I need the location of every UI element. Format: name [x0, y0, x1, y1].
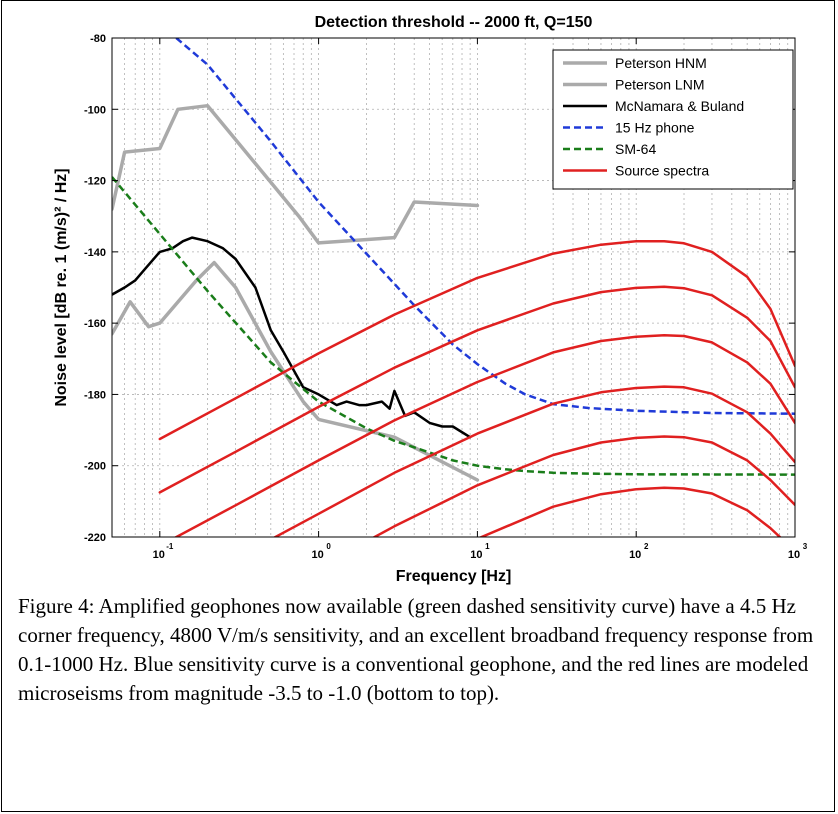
legend-label: SM-64	[615, 141, 656, 157]
x-tick-label: 10	[153, 549, 165, 561]
x-tick-exponent: 3	[803, 542, 808, 551]
mcnamara-buland-series-2	[112, 236, 472, 439]
legend-label: McNamara & Buland	[615, 98, 744, 114]
legend-label: Peterson HNM	[615, 55, 707, 71]
y-tick-label: -180	[84, 389, 106, 401]
chart-title: Detection threshold -- 2000 ft, Q=150	[315, 14, 593, 31]
source-spectrum-series-6	[158, 285, 795, 494]
y-tick-label: -220	[84, 532, 106, 544]
chart: -80-100-120-140-160-180-200-22010-110010…	[53, 14, 808, 592]
x-tick-exponent: -1	[166, 542, 174, 551]
axis-ticks: -80-100-120-140-160-180-200-22010-110010…	[84, 33, 808, 561]
y-tick-label: -200	[84, 461, 106, 473]
source-spectrum-series-7	[173, 334, 795, 537]
y-tick-label: -100	[84, 104, 106, 116]
x-axis-label: Frequency [Hz]	[396, 568, 512, 585]
plot-series	[112, 38, 795, 592]
x-tick-exponent: 1	[485, 542, 490, 551]
peterson-lnm-series-1	[112, 260, 480, 482]
y-tick-label: -120	[84, 176, 106, 188]
source-spectrum-series-11	[553, 539, 795, 592]
legend: Peterson HNM Peterson LNM McNamara & Bulan…	[552, 49, 794, 190]
x-tick-label: 10	[311, 549, 323, 561]
legend-label: Peterson LNM	[615, 77, 704, 93]
legend-label: Source spectra	[615, 163, 709, 179]
peterson-hnm-series-0	[112, 103, 480, 245]
legend-box	[552, 49, 794, 190]
source-spectra-series-5	[158, 239, 795, 441]
legend-label: 15 Hz phone	[615, 120, 695, 136]
y-tick-label: -160	[84, 318, 106, 330]
x-tick-label: 10	[629, 549, 641, 561]
x-tick-exponent: 0	[326, 542, 331, 551]
y-tick-label: -80	[90, 33, 106, 45]
15-hz-phone-series-3	[175, 38, 795, 415]
sm-64-series-4	[112, 176, 795, 476]
x-tick-exponent: 2	[644, 542, 649, 551]
x-tick-label: 10	[788, 549, 800, 561]
source-spectrum-series-10	[478, 486, 782, 537]
y-tick-label: -140	[84, 247, 106, 259]
series-clip-group	[112, 38, 795, 592]
source-spectrum-series-8	[272, 385, 795, 537]
plot-area-border	[111, 37, 796, 538]
source-spectrum-series-9	[371, 435, 795, 537]
x-tick-label: 10	[470, 549, 482, 561]
y-axis-label: Noise level [dB re. 1 (m/s)² / Hz]	[53, 168, 70, 406]
figure-caption: Figure 4: Amplified geophones now availa…	[18, 594, 814, 705]
